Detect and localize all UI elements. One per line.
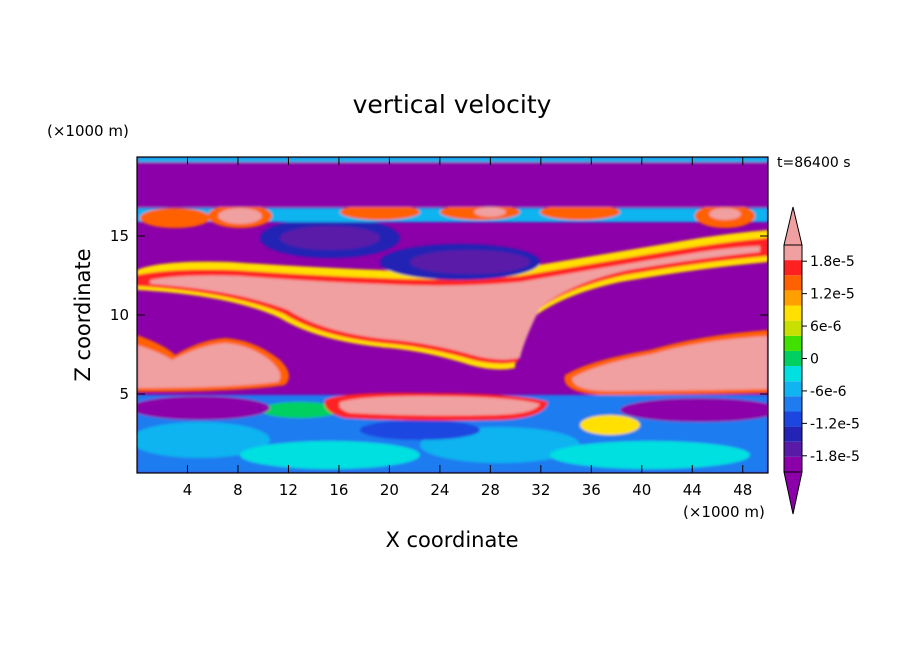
y-tick-label: 10 bbox=[110, 306, 129, 324]
colorbar-extend-min bbox=[783, 471, 803, 515]
contour-blob bbox=[550, 441, 750, 469]
colorbar-segment bbox=[784, 441, 802, 457]
colorbar-segment bbox=[784, 260, 802, 276]
y-axis-unit: (×1000 m) bbox=[47, 122, 129, 140]
contour-blob bbox=[218, 208, 262, 224]
x-tick-label: 36 bbox=[582, 481, 601, 499]
contour-blob bbox=[260, 402, 340, 418]
contour-blob bbox=[360, 420, 480, 440]
colorbar-segment bbox=[784, 290, 802, 306]
contour-blob bbox=[540, 204, 620, 220]
colorbar-segment bbox=[784, 305, 802, 321]
contour-band-max bbox=[137, 343, 281, 388]
y-tick-label: 5 bbox=[119, 385, 129, 403]
x-tick-label: 8 bbox=[233, 481, 243, 499]
colorbar-segment bbox=[784, 366, 802, 382]
contour-blob bbox=[140, 208, 210, 228]
contour-field bbox=[137, 157, 768, 473]
colorbar-tick-label: -1.2e-5 bbox=[810, 416, 860, 432]
contour-band-max bbox=[150, 246, 760, 360]
colorbar-segment bbox=[784, 426, 802, 442]
colorbar-tick-label: 6e-6 bbox=[810, 319, 842, 335]
y-axis-ticks: 5 10 15 bbox=[110, 227, 768, 403]
contour-blob bbox=[340, 204, 420, 220]
colorbar-segment bbox=[784, 245, 802, 261]
contour-band-top bbox=[137, 157, 768, 207]
colorbar-segment bbox=[784, 320, 802, 336]
colorbar-segment bbox=[784, 411, 802, 427]
contour-plot-area bbox=[137, 157, 768, 473]
contour-blob bbox=[137, 422, 270, 458]
x-tick-label: 4 bbox=[183, 481, 193, 499]
x-axis-ticks: 4 8 12 16 20 24 28 32 36 40 44 48 bbox=[183, 157, 752, 499]
colorbar-tick-label: -1.8e-5 bbox=[810, 449, 860, 465]
chart-title: vertical velocity bbox=[353, 90, 552, 119]
x-tick-label: 48 bbox=[733, 481, 752, 499]
colorbar-segment bbox=[784, 335, 802, 351]
contour-blob bbox=[709, 208, 741, 220]
time-label: t=86400 s bbox=[777, 155, 851, 171]
x-axis-unit: (×1000 m) bbox=[683, 503, 765, 521]
contour-blob bbox=[580, 415, 640, 435]
contour-band-max bbox=[572, 336, 768, 391]
x-tick-label: 16 bbox=[329, 481, 348, 499]
contour-blob bbox=[137, 396, 270, 420]
x-tick-label: 24 bbox=[430, 481, 449, 499]
colorbar: 1.8e-5 1.2e-5 6e-6 0 -6e-6 -1.2e-5 -1.8e-5 bbox=[783, 206, 860, 515]
y-tick-label: 15 bbox=[110, 227, 129, 245]
x-tick-label: 44 bbox=[683, 481, 702, 499]
x-tick-label: 40 bbox=[632, 481, 651, 499]
colorbar-tick-label: 1.2e-5 bbox=[810, 287, 855, 303]
x-tick-label: 12 bbox=[279, 481, 298, 499]
contour-band-top-edge bbox=[137, 157, 768, 162]
colorbar-segment bbox=[784, 456, 802, 472]
colorbar-tick-label: -6e-6 bbox=[810, 384, 847, 400]
x-tick-label: 32 bbox=[531, 481, 550, 499]
colorbar-segment bbox=[784, 350, 802, 367]
colorbar-extend-max bbox=[783, 206, 803, 246]
contour-blob bbox=[474, 207, 506, 217]
contour-band-max bbox=[339, 396, 540, 416]
x-tick-label: 28 bbox=[481, 481, 500, 499]
colorbar-tick-label: 0 bbox=[810, 352, 819, 368]
contour-blob bbox=[410, 250, 530, 274]
x-tick-label: 20 bbox=[380, 481, 399, 499]
colorbar-segment bbox=[784, 275, 802, 291]
colorbar-tick-label: 1.8e-5 bbox=[810, 254, 855, 270]
colorbar-segment bbox=[784, 396, 802, 412]
contour-blob bbox=[280, 226, 380, 250]
colorbar-segment bbox=[784, 381, 802, 397]
x-axis-label: X coordinate bbox=[385, 528, 518, 552]
contour-blob bbox=[620, 398, 768, 422]
contour-blob bbox=[240, 441, 420, 469]
y-axis-label: Z coordinate bbox=[71, 248, 95, 381]
